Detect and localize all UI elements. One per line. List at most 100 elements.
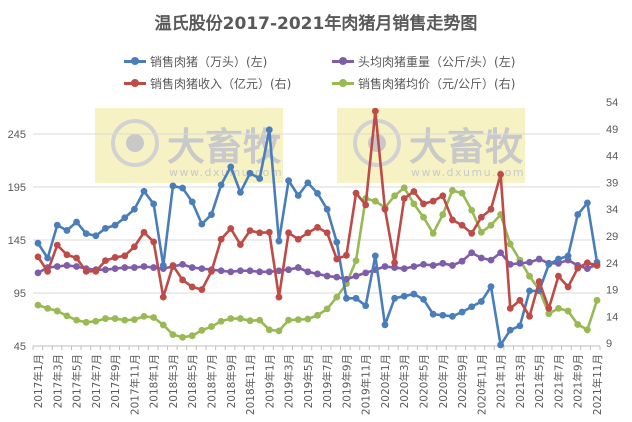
data-point xyxy=(314,270,321,278)
series-line xyxy=(34,107,601,320)
x-tick-label: 2021年3月 xyxy=(514,354,527,408)
data-point xyxy=(198,326,206,334)
data-point xyxy=(217,267,225,275)
data-point xyxy=(458,257,466,265)
x-tick-label: 2017年9月 xyxy=(109,354,122,408)
data-point xyxy=(535,255,543,263)
data-point xyxy=(208,267,215,275)
data-point xyxy=(449,262,456,269)
data-point xyxy=(198,265,206,273)
legend-item-revenue[interactable]: 销售肉猪收入（亿元）(右) xyxy=(124,75,291,92)
legend-label: 头均肉猪重量（公斤/头）(左) xyxy=(358,55,516,69)
data-point xyxy=(564,283,572,291)
data-point xyxy=(102,266,109,274)
data-point xyxy=(583,265,591,273)
data-point xyxy=(506,304,514,312)
x-tick-label: 2019年1月 xyxy=(263,354,276,408)
data-point xyxy=(506,260,514,268)
data-point xyxy=(169,331,177,339)
data-point xyxy=(63,262,71,269)
x-tick-label: 2020年5月 xyxy=(418,354,431,408)
data-point xyxy=(236,188,244,196)
line-marker-icon xyxy=(124,79,146,87)
data-point xyxy=(73,218,80,226)
data-point xyxy=(236,267,244,275)
data-point xyxy=(343,294,350,302)
data-point xyxy=(352,257,360,265)
y-right-tick: 19 xyxy=(606,285,618,297)
data-point xyxy=(516,296,524,304)
data-point xyxy=(227,315,235,322)
data-point xyxy=(140,187,148,195)
data-point xyxy=(526,258,533,266)
x-tick-label: 2017年5月 xyxy=(71,354,84,408)
data-point xyxy=(487,221,495,229)
data-point xyxy=(400,265,408,273)
legend-item-avg-price[interactable]: 销售肉猪均价（元/公斤）(右) xyxy=(332,75,515,92)
legend-label: 销售肉猪收入（亿元）(右) xyxy=(150,77,292,91)
data-point xyxy=(44,267,52,275)
svg-text:www.dxumu.com: www.dxumu.com xyxy=(411,166,525,179)
x-tick-label: 2021年7月 xyxy=(552,354,565,408)
y-right-tick: 39 xyxy=(606,177,618,189)
data-point xyxy=(179,184,186,192)
data-point xyxy=(583,259,591,267)
x-tick-label: 2020年11月 xyxy=(475,354,488,415)
x-tick-label: 2021年5月 xyxy=(533,354,546,408)
data-point xyxy=(545,260,553,268)
data-point xyxy=(82,318,90,326)
data-point xyxy=(506,326,514,334)
data-point xyxy=(102,224,109,232)
data-point xyxy=(121,264,129,271)
data-point xyxy=(410,290,418,298)
data-point xyxy=(304,229,312,237)
y-left-tick: 45 xyxy=(14,341,26,353)
data-point xyxy=(477,228,485,236)
legend-item-avg-weight[interactable]: 头均肉猪重量（公斤/头）(左) xyxy=(332,53,515,70)
data-point xyxy=(130,316,138,324)
x-tick-label: 2018年1月 xyxy=(148,354,161,408)
data-point xyxy=(111,315,119,322)
x-tick-label: 2020年7月 xyxy=(437,354,450,408)
data-point xyxy=(198,220,206,228)
data-point xyxy=(265,126,273,134)
data-point xyxy=(458,189,466,197)
data-point xyxy=(73,263,80,270)
data-point xyxy=(102,257,109,265)
data-point xyxy=(34,301,42,309)
data-point xyxy=(111,254,119,261)
data-point xyxy=(381,205,389,213)
data-point xyxy=(593,296,601,304)
data-point xyxy=(371,107,379,115)
data-point xyxy=(439,211,447,218)
legend-item-sales-volume[interactable]: 销售肉猪（万头）(左) xyxy=(124,53,267,70)
data-point xyxy=(73,316,80,324)
data-point xyxy=(265,268,273,276)
data-point xyxy=(63,251,71,259)
data-point xyxy=(150,264,158,271)
data-point xyxy=(130,205,138,213)
y-left-tick: 95 xyxy=(14,288,26,300)
data-point xyxy=(420,260,427,268)
data-point xyxy=(574,211,582,218)
data-point xyxy=(468,249,476,257)
data-point xyxy=(323,272,331,280)
data-point xyxy=(574,264,582,272)
data-point xyxy=(477,213,485,221)
data-point xyxy=(555,255,562,263)
y-right-tick: 24 xyxy=(606,258,618,270)
data-point xyxy=(188,283,196,291)
x-tick-label: 2018年3月 xyxy=(167,354,180,408)
data-point xyxy=(391,294,399,302)
data-point xyxy=(198,286,206,293)
data-point xyxy=(468,303,476,311)
x-tick-label: 2018年11月 xyxy=(244,354,257,415)
data-point xyxy=(333,255,341,263)
data-point xyxy=(449,216,456,224)
y-right-tick: 54 xyxy=(606,97,618,109)
data-point xyxy=(410,188,418,195)
x-tick-label: 2019年7月 xyxy=(321,354,334,408)
data-point xyxy=(497,170,505,178)
data-point xyxy=(506,240,514,248)
